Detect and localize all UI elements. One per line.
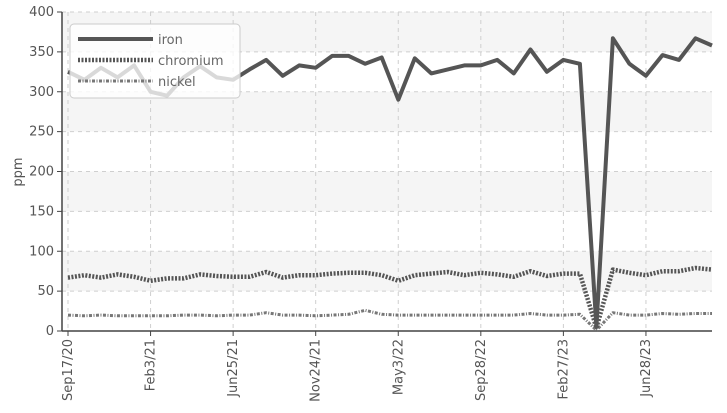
legend-label-chromium: chromium (158, 54, 224, 69)
y-tick-label: 350 (29, 45, 54, 60)
grid-band (62, 251, 712, 292)
grid-lines (62, 11, 712, 332)
x-tick-label: Jun28/23 (639, 339, 654, 398)
y-tick-label: 150 (29, 204, 54, 219)
x-tick-label: Feb3/21 (144, 339, 159, 391)
y-axis-title: ppm (11, 157, 26, 186)
legend-box (69, 23, 241, 99)
y-tick-label: 250 (29, 125, 54, 140)
grid-band (62, 171, 712, 212)
y-tick-label: 200 (29, 165, 54, 180)
legend-label-iron: iron (158, 33, 183, 48)
x-tick-label: Jun25/21 (226, 339, 241, 398)
y-tick-label: 50 (37, 284, 54, 299)
x-tick-label: May3/22 (391, 339, 406, 395)
x-tick-label: Nov24/21 (309, 339, 324, 402)
x-tick-label: Feb27/23 (556, 339, 571, 399)
y-tick-label: 300 (29, 85, 54, 100)
y-tick-label: 0 (46, 324, 54, 339)
y-tick-label: 100 (29, 244, 54, 259)
x-tick-labels: Sep17/20 Feb3/21 Jun25/21 Nov24/21 May3/22 Se… (61, 339, 654, 402)
legend-label-nickel: nickel (158, 75, 196, 90)
x-tick-label: Sep28/22 (474, 339, 489, 401)
x-tick-label: Sep17/20 (61, 339, 76, 401)
y-tick-labels: 0 50 100 150 200 250 300 350 400 (29, 5, 54, 339)
y-tick-label: 400 (29, 5, 54, 20)
series-line-chromium (67, 265, 713, 331)
legend: iron chromium nickel (69, 23, 241, 99)
axes (57, 11, 712, 336)
series-line-nickel (67, 308, 712, 332)
